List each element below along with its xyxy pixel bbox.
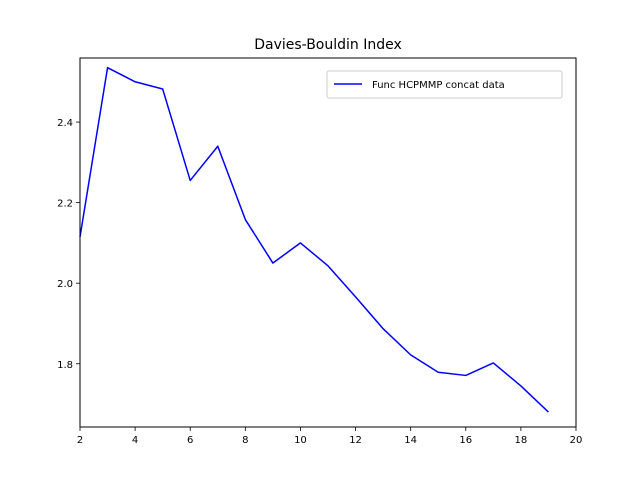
- x-axis: 2 4 6 8 10 12 14 16 18 20: [77, 427, 583, 446]
- x-tick-label: 18: [515, 435, 528, 446]
- y-tick-label: 2.0: [57, 279, 73, 290]
- plot-series: [79, 66, 549, 413]
- legend-box: [326, 70, 563, 99]
- x-tick-label: 4: [132, 435, 138, 446]
- y-tick-label: 2.4: [57, 118, 73, 129]
- series-line: [79, 66, 549, 413]
- x-tick-label: 14: [404, 435, 417, 446]
- x-tick-label: 20: [570, 435, 583, 446]
- chart-title: Davies-Bouldin Index: [254, 37, 402, 53]
- x-tick-label: 6: [187, 435, 193, 446]
- legend-label: Func HCPMMP concat data: [372, 80, 505, 91]
- x-tick-label: 2: [77, 435, 83, 446]
- legend: Func HCPMMP concat data: [326, 70, 563, 99]
- y-axis: 1.8 2.0 2.2 2.4: [57, 118, 80, 371]
- x-tick-label: 12: [349, 435, 362, 446]
- y-tick-label: 2.2: [57, 199, 73, 210]
- x-tick-label: 16: [459, 435, 472, 446]
- x-tick-label: 10: [294, 435, 307, 446]
- plot-frame: [79, 57, 577, 428]
- y-tick-label: 1.8: [57, 360, 73, 371]
- x-tick-label: 8: [242, 435, 248, 446]
